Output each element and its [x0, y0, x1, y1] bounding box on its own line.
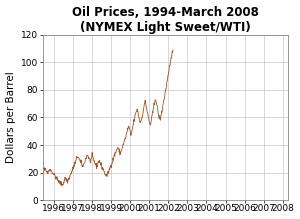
Title: Oil Prices, 1994-March 2008
(NYMEX Light Sweet/WTI): Oil Prices, 1994-March 2008 (NYMEX Light…	[72, 5, 259, 34]
Y-axis label: Dollars per Barrel: Dollars per Barrel	[6, 72, 16, 163]
